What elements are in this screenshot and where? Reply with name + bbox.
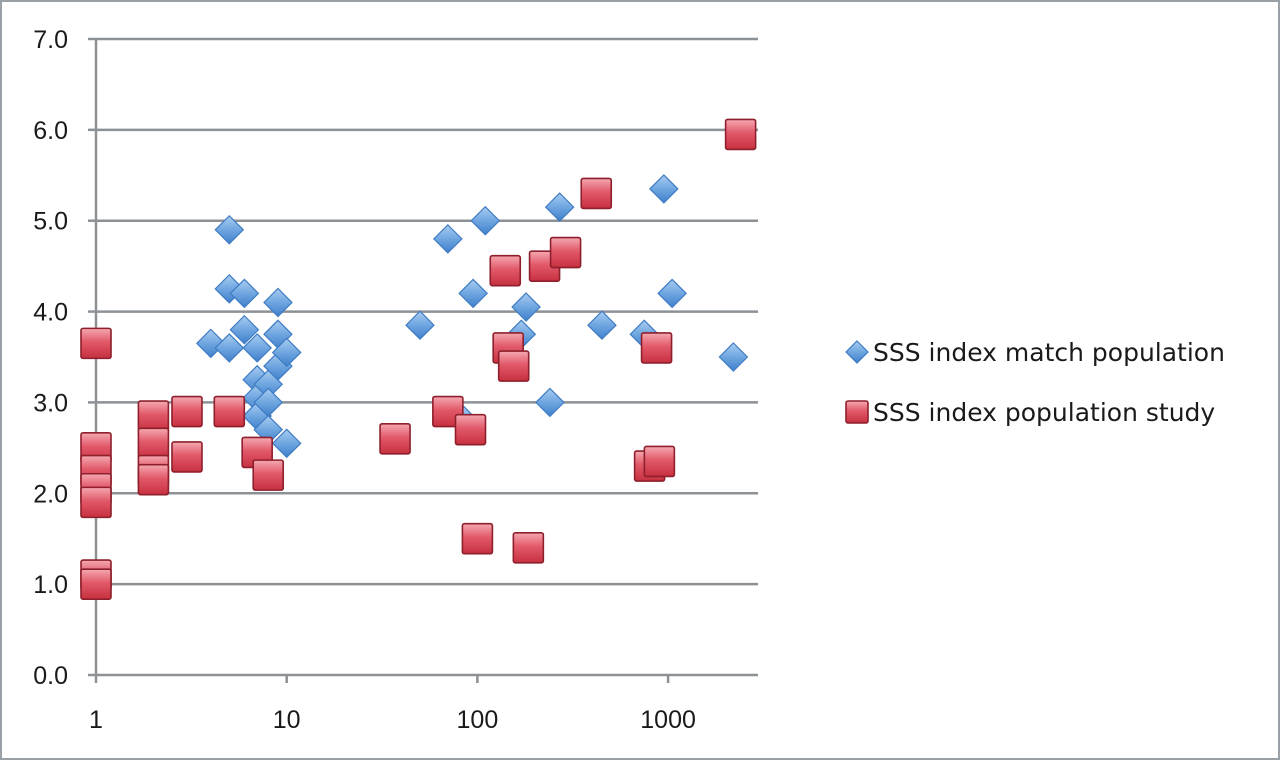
tick-labels: 0.0 1.0 2.0 3.0 4.0 5.0 6.0 7.0 1 10 100 1000 xyxy=(33,26,696,734)
point-sss-index-population-study xyxy=(80,486,112,519)
point-sss-index-population-study xyxy=(80,327,112,360)
point-sss-index-match-population xyxy=(263,287,293,318)
x-tick-label: 10 xyxy=(273,706,301,734)
point-sss-index-match-population xyxy=(718,342,749,372)
point-sss-index-population-study xyxy=(640,332,673,364)
point-sss-index-match-population xyxy=(649,174,679,204)
x-tick-label: 1 xyxy=(89,706,103,734)
y-tick-label: 3.0 xyxy=(33,389,68,417)
point-sss-index-match-population xyxy=(214,214,245,245)
y-tick-label: 1.0 xyxy=(33,571,68,599)
legend: SSS index match population SSS index popu… xyxy=(845,338,1225,427)
point-sss-index-match-population xyxy=(229,314,260,345)
point-sss-index-population-study xyxy=(252,459,285,491)
point-sss-index-population-study xyxy=(461,522,494,555)
point-sss-index-population-study xyxy=(80,568,112,600)
point-sss-index-population-study xyxy=(580,177,613,210)
point-sss-index-population-study xyxy=(454,413,487,446)
data-points xyxy=(80,118,757,600)
point-sss-index-match-population xyxy=(511,292,541,322)
legend-marker-population-study xyxy=(845,400,869,424)
point-sss-index-population-study xyxy=(379,422,411,455)
legend-label: SSS index match population xyxy=(873,338,1225,367)
point-sss-index-match-population xyxy=(433,224,463,254)
point-sss-index-population-study xyxy=(171,441,203,473)
point-sss-index-match-population xyxy=(587,310,617,341)
point-sss-index-population-study xyxy=(489,254,522,287)
point-sss-index-population-study xyxy=(213,395,246,428)
point-sss-index-match-population xyxy=(458,278,489,309)
point-sss-index-population-study xyxy=(171,395,203,428)
point-sss-index-match-population xyxy=(405,310,435,341)
x-tick-label: 100 xyxy=(457,706,499,734)
grid-lines xyxy=(96,37,758,586)
point-sss-index-match-population xyxy=(214,274,245,304)
point-sss-index-match-population xyxy=(470,205,501,236)
point-sss-index-population-study xyxy=(497,350,530,382)
point-sss-index-population-study xyxy=(137,463,170,496)
y-tick-label: 7.0 xyxy=(33,26,68,54)
y-tick-label: 6.0 xyxy=(33,117,68,145)
point-sss-index-population-study xyxy=(512,531,545,564)
point-sss-index-match-population xyxy=(544,192,575,222)
point-sss-index-match-population xyxy=(271,337,302,368)
point-sss-index-population-study xyxy=(137,400,170,432)
x-tick-label: 1000 xyxy=(640,706,696,734)
point-sss-index-population-study xyxy=(137,427,170,460)
y-tick-label: 4.0 xyxy=(33,299,68,327)
point-sss-index-population-study xyxy=(643,445,676,478)
point-sss-index-match-population xyxy=(657,278,687,309)
legend-marker-match-population xyxy=(845,340,869,364)
y-tick-label: 5.0 xyxy=(33,208,68,236)
point-sss-index-population-study xyxy=(549,236,582,269)
point-sss-index-match-population xyxy=(535,387,565,418)
point-sss-index-match-population xyxy=(271,428,302,459)
y-tick-label: 0.0 xyxy=(33,662,68,690)
point-sss-index-population-study xyxy=(724,118,757,151)
legend-label: SSS index population study xyxy=(873,398,1215,427)
point-sss-index-match-population xyxy=(229,278,260,309)
y-tick-label: 2.0 xyxy=(33,480,68,508)
point-sss-index-match-population xyxy=(242,333,273,363)
point-sss-index-match-population xyxy=(214,333,245,363)
